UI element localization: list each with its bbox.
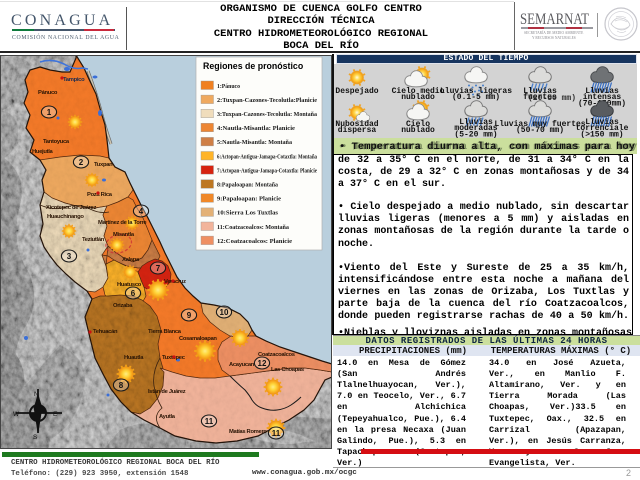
- svg-text:Huejutla: Huejutla: [32, 149, 54, 155]
- svg-text:nublado: nublado: [401, 126, 435, 135]
- svg-text:10: 10: [220, 308, 229, 317]
- svg-text:Nubosidad: Nubosidad: [335, 119, 378, 128]
- svg-text:(50-70 mm): (50-70 mm): [516, 126, 564, 135]
- svg-text:2: 2: [79, 158, 84, 167]
- svg-text:3: 3: [67, 252, 72, 261]
- svg-text:1:Pánuco: 1:Pánuco: [217, 84, 240, 90]
- svg-text:Tierra Blanca: Tierra Blanca: [148, 329, 182, 335]
- svg-text:8:Papaloapan: Montaña: 8:Papaloapan: Montaña: [217, 183, 278, 189]
- svg-text:Lluvias: Lluvias: [459, 117, 493, 126]
- svg-text:intensas: intensas: [583, 93, 622, 102]
- svg-text:Lluvias: Lluvias: [585, 86, 619, 95]
- svg-text:(0.1-5 mm): (0.1-5 mm): [452, 93, 500, 102]
- svg-text:Huatusco: Huatusco: [117, 282, 142, 288]
- svg-text:Poza Rica: Poza Rica: [87, 192, 113, 198]
- svg-text:Istán de Juárez: Istán de Juárez: [148, 389, 186, 395]
- svg-text:9: 9: [187, 311, 192, 320]
- svg-text:9:Papaloapan: Planicie: 9:Papaloapan: Planicie: [217, 197, 281, 203]
- svg-text:fuertes: fuertes: [523, 93, 557, 102]
- svg-text:4: 4: [139, 207, 144, 216]
- svg-text:Tuxpan: Tuxpan: [94, 162, 113, 168]
- svg-text:Tampico: Tampico: [63, 77, 85, 83]
- svg-text:3:Tuxpan-Cazones-Tecolutla: Mo: 3:Tuxpan-Cazones-Tecolutla: Montaña: [217, 112, 317, 118]
- svg-text:11: 11: [205, 417, 214, 426]
- svg-text:2:Tuxpan-Cazones-Tecolutla:Pla: 2:Tuxpan-Cazones-Tecolutla:Planicie: [217, 98, 317, 104]
- svg-text:7:Actopan-Antigua-Jamapa-Cotax: 7:Actopan-Antigua-Jamapa-Cotaxtla: Plani…: [217, 168, 317, 174]
- svg-text:11:Coatzacoalcos: Montaña: 11:Coatzacoalcos: Montaña: [217, 225, 289, 231]
- svg-text:5:Nautla-Misantla: Montaña: 5:Nautla-Misantla: Montaña: [217, 140, 292, 146]
- svg-text:11: 11: [272, 429, 281, 438]
- svg-text:(20-50 mm): (20-50 mm): [528, 94, 576, 103]
- svg-text:Lluvias: Lluvias: [523, 86, 557, 95]
- svg-text:Lluvias: Lluvias: [585, 117, 619, 126]
- svg-text:4:Nautla-Misantla: Planicie: 4:Nautla-Misantla: Planicie: [217, 126, 295, 132]
- svg-text:dispersa: dispersa: [338, 126, 377, 135]
- svg-text:Lluvias ligeras: Lluvias ligeras: [440, 86, 512, 95]
- svg-text:torrenciale: torrenciale: [576, 124, 629, 133]
- svg-text:Huauchinango: Huauchinango: [47, 214, 84, 220]
- svg-text:Veracruz: Veracruz: [164, 279, 186, 285]
- svg-text:Xalapa: Xalapa: [122, 257, 140, 263]
- svg-text:E: E: [53, 411, 58, 418]
- svg-text:Cielo: Cielo: [406, 119, 430, 128]
- svg-text:6: 6: [131, 289, 136, 298]
- svg-text:Cielo medio: Cielo medio: [392, 86, 445, 95]
- svg-text:12:Coatzacoalcos: Planicie: 12:Coatzacoalcos: Planicie: [217, 239, 292, 245]
- svg-text:12: 12: [258, 359, 267, 368]
- svg-text:Tantoyuca: Tantoyuca: [43, 139, 70, 145]
- svg-text:Tehuacán: Tehuacán: [93, 329, 118, 335]
- svg-text:Orizaba: Orizaba: [113, 303, 133, 309]
- svg-text:8: 8: [119, 381, 124, 390]
- svg-text:(>150 mm): (>150 mm): [580, 130, 623, 138]
- svg-text:nublado: nublado: [401, 93, 435, 102]
- svg-text:Misantla: Misantla: [113, 232, 135, 238]
- svg-text:6:Actopan-Antigua-Jamapa-Cotax: 6:Actopan-Antigua-Jamapa-Cotaxtla: Monta…: [217, 154, 317, 160]
- svg-text:Ayutla: Ayutla: [159, 414, 176, 420]
- svg-text:Teziutlán: Teziutlán: [82, 237, 105, 243]
- svg-text:Cosamaloapan: Cosamaloapan: [179, 336, 217, 342]
- svg-text:7: 7: [156, 264, 161, 273]
- svg-text:Xicotepec de Juárez: Xicotepec de Juárez: [46, 205, 96, 211]
- svg-text:Las Choapas: Las Choapas: [271, 367, 304, 373]
- svg-text:Despejado: Despejado: [335, 86, 378, 95]
- svg-text:Regiones de pronóstico: Regiones de pronóstico: [203, 61, 304, 71]
- svg-text:Martínez de la Torre: Martínez de la Torre: [98, 220, 147, 226]
- svg-text:Matías Romero: Matías Romero: [229, 429, 267, 435]
- svg-text:Coatzacoalcos: Coatzacoalcos: [258, 352, 295, 358]
- svg-text:Acayucan: Acayucan: [229, 362, 255, 368]
- svg-text:Pánuco: Pánuco: [38, 90, 58, 96]
- svg-text:10:Sierra Los Tuxtlas: 10:Sierra Los Tuxtlas: [217, 211, 279, 217]
- svg-text:Huautla: Huautla: [124, 355, 144, 361]
- svg-text:N: N: [34, 391, 39, 398]
- svg-text:moderadas: moderadas: [454, 124, 497, 133]
- svg-text:W: W: [13, 411, 20, 418]
- svg-text:Lluvias muy fuertes: Lluvias muy fuertes: [494, 119, 585, 128]
- svg-text:(5-20 mm): (5-20 mm): [454, 130, 497, 138]
- svg-text:1: 1: [47, 108, 52, 117]
- svg-text:S: S: [33, 434, 38, 441]
